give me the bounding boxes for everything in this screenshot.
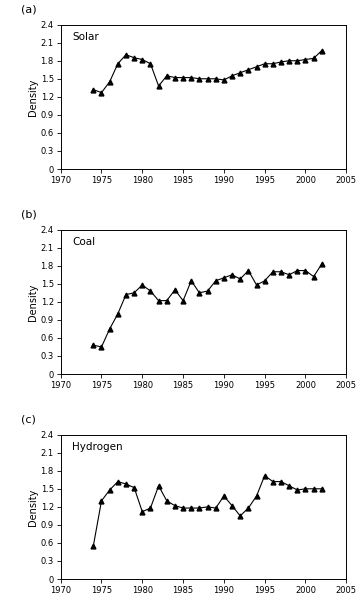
Text: Solar: Solar	[72, 32, 99, 42]
Text: (a): (a)	[21, 4, 36, 15]
Text: (c): (c)	[21, 415, 36, 424]
Y-axis label: Density: Density	[28, 283, 38, 320]
Text: Hydrogen: Hydrogen	[72, 442, 123, 452]
Text: (b): (b)	[21, 209, 36, 219]
Text: Coal: Coal	[72, 237, 95, 247]
Y-axis label: Density: Density	[28, 488, 38, 525]
Y-axis label: Density: Density	[28, 78, 38, 116]
